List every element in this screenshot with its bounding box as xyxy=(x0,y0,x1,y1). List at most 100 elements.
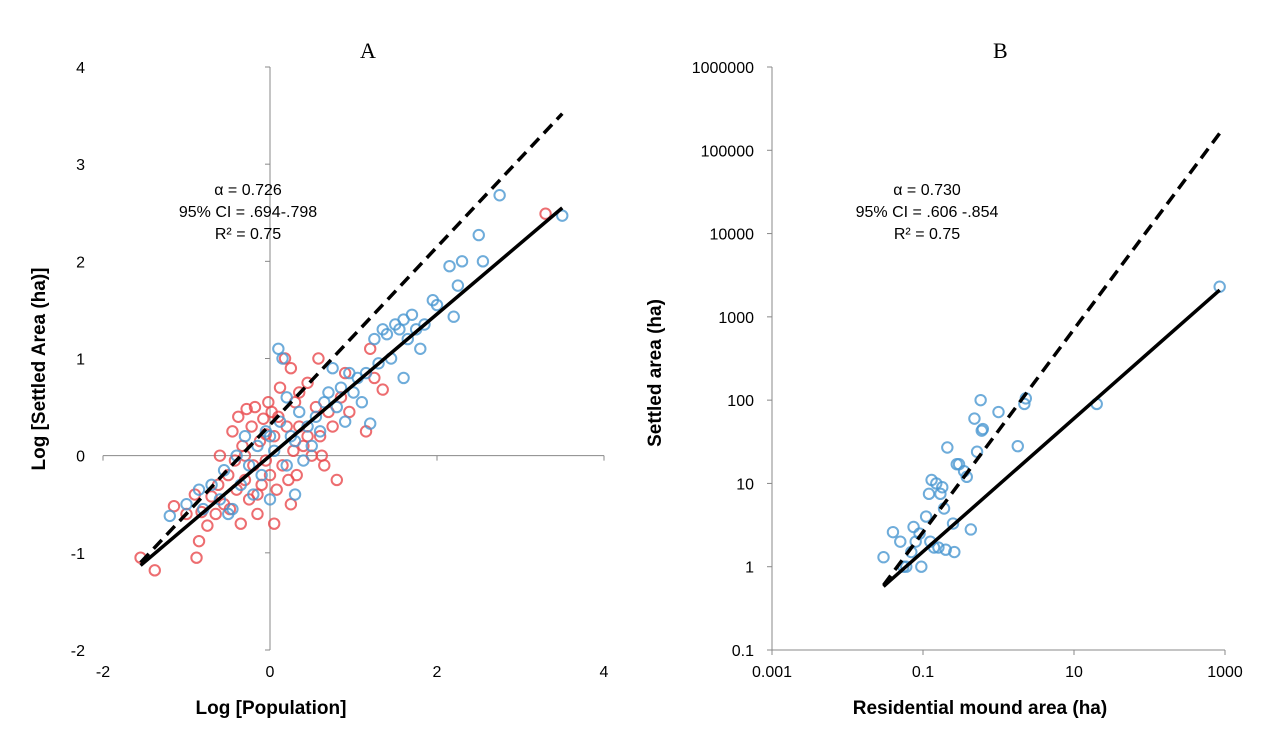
panel-a-r2: R² = 0.75 xyxy=(214,226,282,243)
panel-a-point-blue xyxy=(205,478,218,492)
panel-a-point-blue xyxy=(330,400,343,414)
panel-a-point-red xyxy=(293,386,306,399)
panel-b-y-tick-label: 100000 xyxy=(701,143,754,160)
panel-a-dashed-line xyxy=(139,112,564,564)
panel-a-point-red xyxy=(257,412,270,425)
panel-a-title: A xyxy=(360,38,376,63)
panel-a-y-axis-label: Log [Settled Area (ha)] xyxy=(29,267,50,471)
panel-a-point-blue xyxy=(556,209,569,222)
panel-a-y-tick-label: 4 xyxy=(76,60,85,77)
panel-a-point-red xyxy=(376,383,389,396)
panel-b-y-tick-label: 100 xyxy=(727,393,754,410)
panel-a-point-red xyxy=(263,468,277,482)
panel-b-point-blue xyxy=(932,541,945,554)
panel-a-point-blue xyxy=(326,362,339,375)
panel-a-point-blue xyxy=(280,459,293,472)
panel-a-point-red xyxy=(226,425,239,438)
panel-b-y-tick-label: 0.1 xyxy=(732,643,754,660)
panel-a-point-blue xyxy=(238,430,252,443)
panel-a-point-blue xyxy=(476,255,490,268)
panel-a-point-red xyxy=(209,507,222,521)
panel-a-point-blue xyxy=(401,332,414,346)
panel-b-point-blue xyxy=(992,405,1005,419)
panel-a-point-blue xyxy=(430,298,444,312)
panel-a-point-red xyxy=(251,507,264,521)
panel-b-point-blue xyxy=(877,551,890,564)
panel-b-point-blue xyxy=(948,545,961,559)
panel-a-point-blue xyxy=(163,509,177,523)
panel-a-point-red xyxy=(190,551,203,564)
panel-a-point-red xyxy=(192,534,206,548)
panel-a-point-blue xyxy=(263,493,277,506)
panel-a-point-red xyxy=(240,402,253,416)
panel-b-y-axis-label: Settled area (ha) xyxy=(645,299,666,447)
panel-b-point-blue xyxy=(976,422,990,436)
panel-a-solid-line xyxy=(139,206,564,567)
panel-a-point-blue xyxy=(493,189,506,202)
panel-a-point-red xyxy=(251,488,264,501)
panel-b-point-blue xyxy=(919,510,933,523)
panel-a-point-red xyxy=(315,449,328,462)
panel-a-point-blue xyxy=(343,366,356,380)
panel-b-point-blue xyxy=(886,525,900,539)
panel-a-point-red xyxy=(259,454,273,467)
panel-b-x-tick-label: 0.001 xyxy=(752,664,792,681)
panel-a-point-blue xyxy=(380,328,394,341)
panel-b-y-tick-label: 1 xyxy=(745,560,754,577)
panel-a-alpha: α = 0.726 xyxy=(214,182,282,199)
panel-a-point-red xyxy=(270,483,283,496)
panel-a-point-blue xyxy=(447,310,460,323)
panel-b-title: B xyxy=(993,38,1008,63)
panel-b-y-tick-label: 10 xyxy=(736,476,754,493)
panel-a-point-blue xyxy=(443,259,456,273)
panel-b-x-tick-label: 1000 xyxy=(1207,664,1243,681)
panel-b-point-blue xyxy=(894,535,907,548)
panel-a-point-red xyxy=(148,564,161,577)
panel-a-point-blue xyxy=(267,444,281,458)
panel-a-point-blue xyxy=(242,459,256,472)
panel-a-x-tick-label: 0 xyxy=(266,664,275,681)
panel-b-point-blue xyxy=(968,412,981,425)
panel-a-point-red xyxy=(330,473,343,487)
panel-a-point-blue xyxy=(355,396,369,409)
panel-a-point-blue xyxy=(322,386,335,399)
panel-a-y-tick-label: -2 xyxy=(71,643,85,660)
panel-a-y-tick-label: 0 xyxy=(76,449,85,466)
panel-a-point-red xyxy=(539,207,552,220)
panel-b-point-blue xyxy=(974,393,987,407)
panel-a-point-blue xyxy=(405,308,419,321)
panel-a-point-blue xyxy=(222,507,235,521)
panel-a-point-blue xyxy=(313,425,327,438)
panel-a-point-blue xyxy=(276,352,289,365)
panel-b-point-blue xyxy=(915,560,928,573)
panel-a-point-blue xyxy=(338,415,352,428)
panel-a-annotation: α = 0.726 95% CI = .694-.798 R² = 0.75 xyxy=(128,180,368,246)
panel-a-point-blue xyxy=(414,342,427,355)
panel-b-y-tick-label: 10000 xyxy=(710,227,755,244)
panel-a-point-blue xyxy=(455,255,469,268)
panel-a-y-tick-label: 2 xyxy=(76,254,85,271)
panel-b-r2: R² = 0.75 xyxy=(893,226,961,243)
panel-a-point-red xyxy=(234,517,247,530)
panel-b-point-blue xyxy=(900,560,913,573)
panel-a-point-red xyxy=(301,376,314,389)
panel-a-point-blue xyxy=(309,410,323,423)
panel-a-y-tick-label: 3 xyxy=(76,157,85,174)
panel-b-point-blue xyxy=(939,543,952,556)
panel-a-point-red xyxy=(338,366,352,380)
panel-b-point-blue xyxy=(936,481,949,494)
panel-a-point-blue xyxy=(255,468,268,482)
panel-a-point-blue xyxy=(297,454,310,467)
panel-a-y-tick-label: 1 xyxy=(76,352,85,369)
panel-a-point-blue xyxy=(263,430,277,443)
panel-b-point-blue xyxy=(1011,439,1024,453)
panel-b-point-blue xyxy=(907,520,920,534)
panel-a-point-blue xyxy=(192,483,206,496)
panel-b-y-tick-label: 1000000 xyxy=(692,60,754,77)
panel-a-point-red xyxy=(273,381,287,394)
panel-b-point-blue xyxy=(946,517,960,530)
panel-a-point-red xyxy=(290,468,303,482)
panel-a-point-red xyxy=(201,519,214,532)
